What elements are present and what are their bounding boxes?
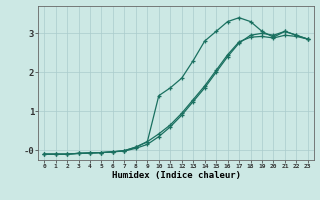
X-axis label: Humidex (Indice chaleur): Humidex (Indice chaleur) [111, 171, 241, 180]
